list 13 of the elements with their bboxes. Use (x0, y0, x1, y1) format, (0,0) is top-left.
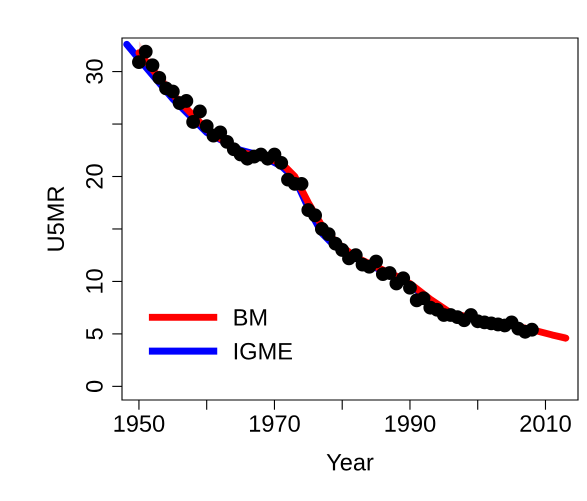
y-tick-label: 0 (86, 380, 103, 392)
y-tick-label: 5 (86, 328, 103, 340)
legend-label: IGME (234, 342, 292, 360)
legend-label: BM (234, 309, 266, 326)
y-tick-label: 30 (86, 59, 103, 84)
y-tick-label: 20 (86, 164, 103, 188)
x-axis-title: Year (326, 454, 374, 471)
y-tick-label: 10 (86, 269, 103, 293)
x-tick-label: 1970 (250, 415, 300, 432)
x-tick-label: 2010 (520, 415, 571, 432)
x-tick-label: 1990 (386, 415, 436, 432)
x-tick-label: 1950 (114, 415, 164, 432)
y-axis-title: U5MR (48, 186, 64, 251)
